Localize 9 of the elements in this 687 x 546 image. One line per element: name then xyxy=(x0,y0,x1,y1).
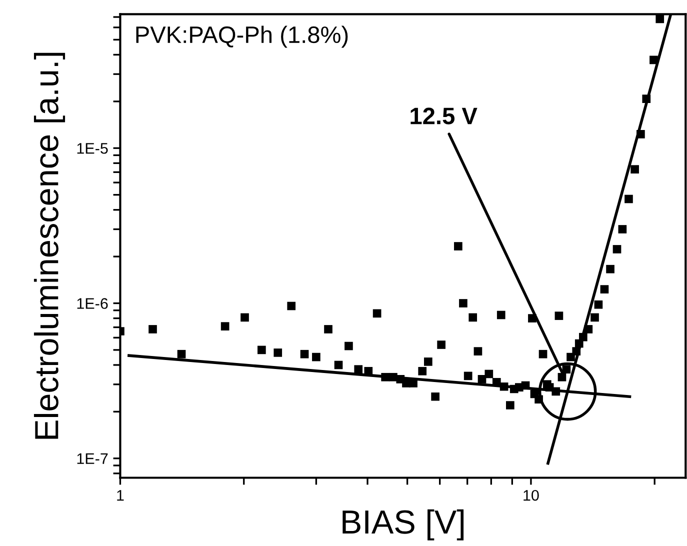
y-tick-label: 1E-7 xyxy=(77,453,108,464)
x-axis-title: BIAS [V] xyxy=(342,509,464,540)
chart-title: PVK:PAQ-Ph (1.8%) xyxy=(136,26,348,48)
y-axis-title: Electroluminescence [a.u.] xyxy=(34,52,66,439)
y-tick-label: 1E-5 xyxy=(77,143,108,154)
x-tick-label: 1 xyxy=(117,490,124,501)
annotation: 12.5 V xyxy=(410,108,478,124)
x-tick-label: 10 xyxy=(524,490,539,501)
y-tick-label: 1E-6 xyxy=(77,298,108,309)
